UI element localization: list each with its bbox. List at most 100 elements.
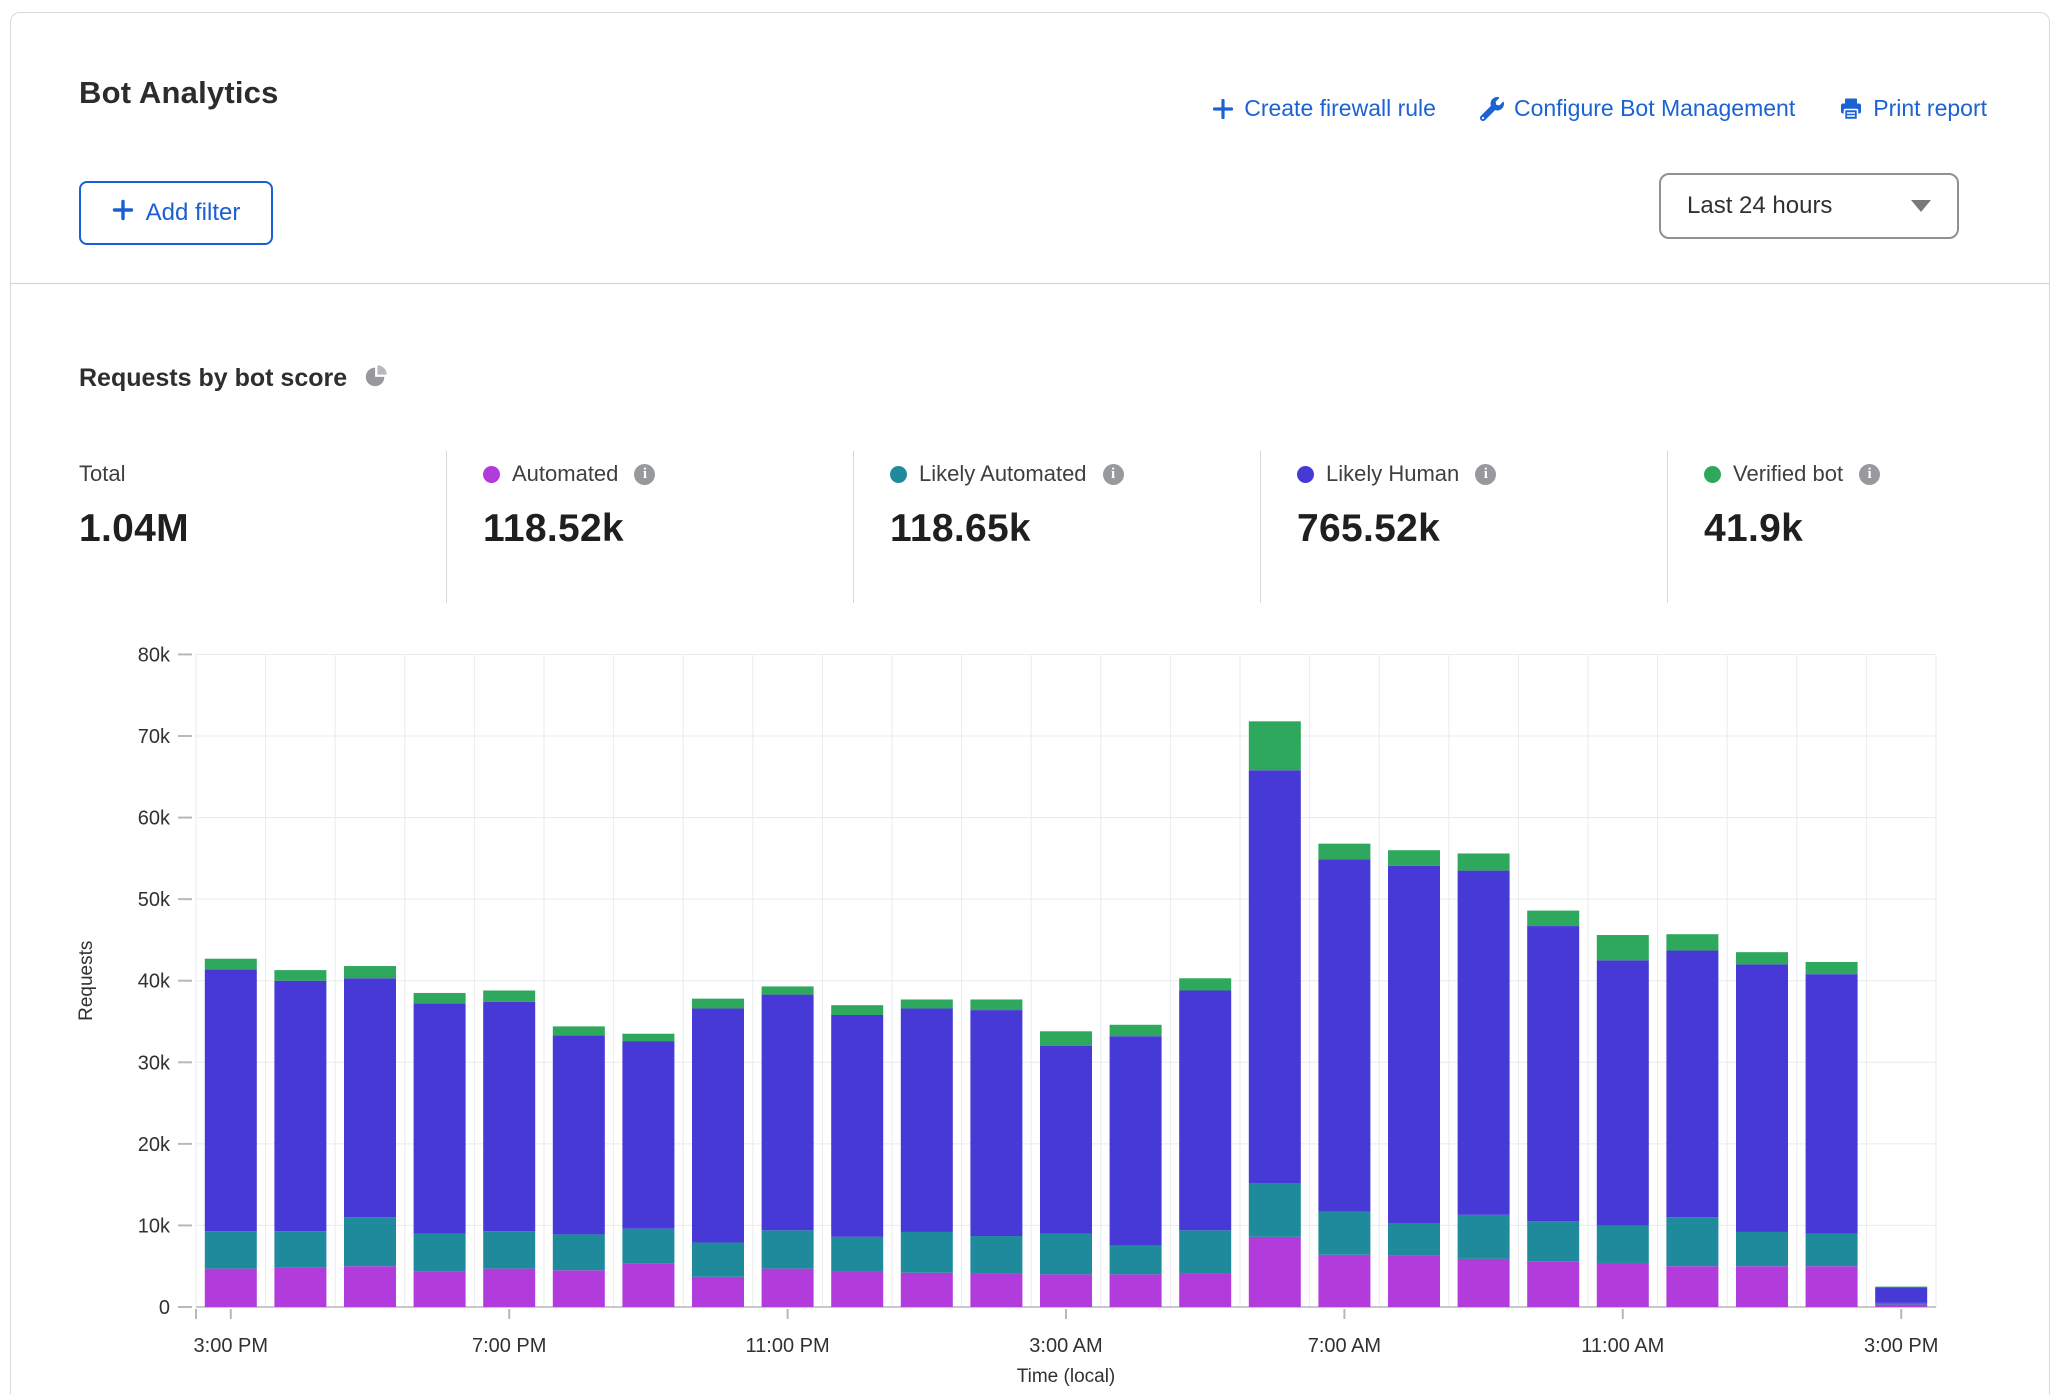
create-firewall-rule-link[interactable]: Create firewall rule xyxy=(1212,95,1436,122)
bar-4-00-pm[interactable] xyxy=(274,970,326,1307)
bar-9-00-am[interactable] xyxy=(1458,853,1510,1307)
bar-9-00-pm[interactable] xyxy=(622,1034,674,1307)
bar-segment[interactable] xyxy=(1388,1256,1440,1307)
bar-segment[interactable] xyxy=(483,1002,535,1231)
bar-5-00-pm[interactable] xyxy=(344,966,396,1307)
bar-segment[interactable] xyxy=(1040,1046,1092,1234)
bar-3-00-pm[interactable] xyxy=(205,959,257,1307)
bar-segment[interactable] xyxy=(692,1243,744,1277)
bar-segment[interactable] xyxy=(1179,1230,1231,1273)
bar-segment[interactable] xyxy=(1666,1217,1718,1266)
bar-segment[interactable] xyxy=(1666,951,1718,1218)
bar-segment[interactable] xyxy=(1597,935,1649,960)
info-icon[interactable]: i xyxy=(1475,464,1496,485)
bar-segment[interactable] xyxy=(1806,1234,1858,1267)
bar-8-00-pm[interactable] xyxy=(553,1026,605,1307)
bar-6-00-pm[interactable] xyxy=(414,993,466,1307)
bar-segment[interactable] xyxy=(344,966,396,978)
bar-segment[interactable] xyxy=(692,999,744,1009)
bar-5-00-am[interactable] xyxy=(1179,978,1231,1307)
bar-3-00-am[interactable] xyxy=(1040,1031,1092,1307)
info-icon[interactable]: i xyxy=(1859,464,1880,485)
bar-segment[interactable] xyxy=(762,1230,814,1268)
bar-segment[interactable] xyxy=(274,1231,326,1268)
bar-segment[interactable] xyxy=(344,978,396,1217)
bar-segment[interactable] xyxy=(1179,978,1231,990)
bar-10-00-am[interactable] xyxy=(1527,911,1579,1307)
bar-segment[interactable] xyxy=(970,1236,1022,1274)
bar-segment[interactable] xyxy=(483,1231,535,1269)
bar-segment[interactable] xyxy=(483,991,535,1002)
bar-11-00-am[interactable] xyxy=(1597,935,1649,1307)
bar-segment[interactable] xyxy=(1736,952,1788,964)
info-icon[interactable]: i xyxy=(634,464,655,485)
bar-segment[interactable] xyxy=(344,1217,396,1266)
bar-segment[interactable] xyxy=(205,1269,257,1307)
bar-6-00-am[interactable] xyxy=(1249,721,1301,1307)
bar-segment[interactable] xyxy=(1458,1259,1510,1307)
bar-segment[interactable] xyxy=(553,1035,605,1234)
bar-segment[interactable] xyxy=(901,1232,953,1273)
bar-segment[interactable] xyxy=(831,1005,883,1015)
bar-segment[interactable] xyxy=(1110,1036,1162,1245)
bar-segment[interactable] xyxy=(692,1008,744,1242)
bar-segment[interactable] xyxy=(762,1269,814,1307)
bar-segment[interactable] xyxy=(1179,991,1231,1231)
bar-segment[interactable] xyxy=(1249,770,1301,1183)
bar-segment[interactable] xyxy=(622,1034,674,1041)
bar-segment[interactable] xyxy=(1249,721,1301,770)
bar-segment[interactable] xyxy=(622,1041,674,1229)
bar-segment[interactable] xyxy=(1875,1305,1927,1307)
bar-segment[interactable] xyxy=(274,1268,326,1307)
bar-1-00-pm[interactable] xyxy=(1736,952,1788,1307)
chart-bars[interactable] xyxy=(205,721,1927,1307)
configure-bot-management-link[interactable]: Configure Bot Management xyxy=(1480,95,1795,122)
info-icon[interactable]: i xyxy=(1103,464,1124,485)
bar-segment[interactable] xyxy=(762,995,814,1231)
bar-segment[interactable] xyxy=(1666,934,1718,950)
bar-segment[interactable] xyxy=(1597,960,1649,1225)
bar-segment[interactable] xyxy=(831,1015,883,1237)
bar-segment[interactable] xyxy=(1806,1266,1858,1307)
bar-segment[interactable] xyxy=(1527,1261,1579,1307)
bar-segment[interactable] xyxy=(1318,859,1370,1211)
bar-segment[interactable] xyxy=(1388,866,1440,1223)
bar-segment[interactable] xyxy=(1527,911,1579,926)
add-filter-button[interactable]: Add filter xyxy=(79,181,273,245)
bar-segment[interactable] xyxy=(901,1273,953,1307)
bar-3-00-pm[interactable] xyxy=(1875,1287,1927,1307)
bar-segment[interactable] xyxy=(1249,1183,1301,1237)
bar-segment[interactable] xyxy=(1458,1215,1510,1259)
bar-segment[interactable] xyxy=(205,959,257,970)
bar-segment[interactable] xyxy=(414,1234,466,1272)
bar-segment[interactable] xyxy=(205,1231,257,1269)
bar-segment[interactable] xyxy=(901,999,953,1008)
bar-segment[interactable] xyxy=(483,1269,535,1307)
bar-segment[interactable] xyxy=(1597,1263,1649,1307)
bar-segment[interactable] xyxy=(970,1274,1022,1307)
bar-segment[interactable] xyxy=(414,993,466,1004)
bar-segment[interactable] xyxy=(970,1010,1022,1236)
bar-segment[interactable] xyxy=(553,1270,605,1307)
bar-2-00-am[interactable] xyxy=(970,999,1022,1307)
bar-segment[interactable] xyxy=(1458,871,1510,1215)
bar-12-00-am[interactable] xyxy=(831,1005,883,1307)
bar-segment[interactable] xyxy=(1527,926,1579,1221)
bar-segment[interactable] xyxy=(414,1004,466,1234)
bar-segment[interactable] xyxy=(831,1237,883,1272)
bar-segment[interactable] xyxy=(692,1277,744,1307)
bar-segment[interactable] xyxy=(1318,844,1370,859)
bar-segment[interactable] xyxy=(1318,1212,1370,1255)
bar-segment[interactable] xyxy=(205,969,257,1231)
bar-segment[interactable] xyxy=(1110,1274,1162,1307)
bar-segment[interactable] xyxy=(1110,1245,1162,1274)
bar-7-00-pm[interactable] xyxy=(483,991,535,1307)
bar-segment[interactable] xyxy=(1458,853,1510,870)
bar-segment[interactable] xyxy=(1666,1266,1718,1307)
bar-segment[interactable] xyxy=(553,1234,605,1270)
bar-segment[interactable] xyxy=(1736,1232,1788,1266)
bar-segment[interactable] xyxy=(1388,1223,1440,1256)
bar-segment[interactable] xyxy=(1875,1287,1927,1302)
bar-segment[interactable] xyxy=(1736,1266,1788,1307)
bar-7-00-am[interactable] xyxy=(1318,844,1370,1307)
